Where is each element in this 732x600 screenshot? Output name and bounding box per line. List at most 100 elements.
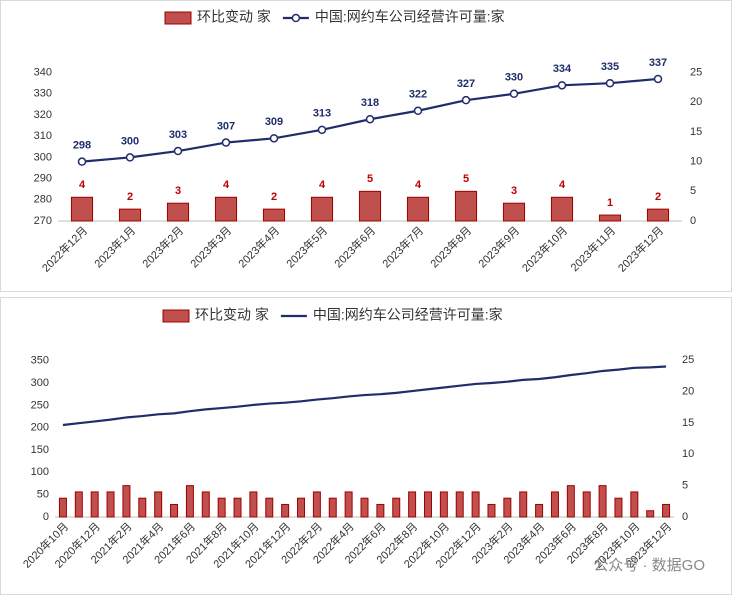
line-marker <box>77 157 87 166</box>
y-tick-label: 250 <box>31 399 49 411</box>
y-tick-label: 270 <box>34 215 52 227</box>
bar <box>344 491 353 518</box>
line-marker <box>365 114 375 124</box>
bar <box>265 497 274 518</box>
bar <box>70 196 94 222</box>
y-tick-label: 280 <box>34 194 52 206</box>
bar <box>519 491 528 518</box>
line-marker <box>317 125 327 135</box>
bar <box>312 491 321 518</box>
watermark: 公众号 · 数据GO <box>593 557 705 574</box>
bar-label: 4 <box>559 179 566 191</box>
legend-label: 中国:网约车公司经营许可量:家 <box>315 9 505 25</box>
line-marker <box>605 78 615 88</box>
bar <box>328 497 337 518</box>
bar <box>662 503 671 518</box>
legend-label: 环比变动 家 <box>197 9 271 25</box>
legend-label: 中国:网约车公司经营许可量:家 <box>313 307 503 323</box>
y2-tick-label: 10 <box>682 448 694 460</box>
y-tick-label: 100 <box>31 466 49 478</box>
line-label: 298 <box>73 140 91 152</box>
panel <box>0 0 732 292</box>
line-label: 303 <box>169 129 187 141</box>
bar <box>455 491 464 518</box>
bar <box>646 208 670 222</box>
bar <box>90 491 99 518</box>
y2-tick-label: 15 <box>690 126 702 138</box>
bar-label: 4 <box>223 179 230 191</box>
line-label: 300 <box>121 135 139 147</box>
line-marker <box>125 153 135 162</box>
y-tick-label: 320 <box>34 109 52 121</box>
bar <box>630 491 639 518</box>
bar <box>487 503 496 518</box>
y2-tick-label: 5 <box>682 480 688 492</box>
bar <box>502 202 526 222</box>
line-marker <box>413 106 423 116</box>
line-marker <box>557 81 567 90</box>
y-tick-label: 310 <box>34 130 52 142</box>
bar <box>550 196 574 222</box>
line-marker <box>269 134 279 143</box>
y2-tick-label: 5 <box>690 185 696 197</box>
y2-tick-label: 15 <box>682 417 694 429</box>
bar <box>201 491 210 518</box>
bar <box>217 497 226 518</box>
y-tick-label: 350 <box>31 355 49 367</box>
bar <box>58 497 67 518</box>
bar <box>646 510 655 518</box>
bar <box>74 491 83 518</box>
bar <box>598 485 607 518</box>
bar <box>550 491 559 518</box>
y-tick-label: 0 <box>43 511 49 523</box>
y-tick-label: 150 <box>31 444 49 456</box>
bar <box>166 202 190 222</box>
bar <box>471 491 480 518</box>
bar <box>214 196 238 222</box>
y-tick-label: 290 <box>34 173 52 185</box>
y-tick-label: 50 <box>37 489 49 501</box>
bar <box>598 214 622 222</box>
bar-label: 2 <box>127 191 133 203</box>
line-label: 337 <box>649 57 667 69</box>
line-marker <box>173 146 183 156</box>
y2-tick-label: 0 <box>690 215 696 227</box>
y-tick-label: 330 <box>34 88 52 100</box>
bar <box>170 503 179 518</box>
bar-label: 1 <box>607 197 613 209</box>
y2-tick-label: 20 <box>690 96 702 108</box>
bar <box>376 503 385 518</box>
line-marker <box>509 89 519 99</box>
line-label: 327 <box>457 78 475 90</box>
bar-label: 2 <box>271 191 277 203</box>
bar <box>566 485 575 518</box>
legend-swatch <box>162 309 190 323</box>
bar <box>262 208 286 222</box>
bar <box>406 196 430 222</box>
bar <box>614 497 623 518</box>
bar <box>281 503 290 518</box>
line-label: 318 <box>361 97 379 109</box>
bar-label: 4 <box>415 179 422 191</box>
legend-swatch <box>164 11 192 25</box>
line-label: 322 <box>409 89 427 101</box>
bar <box>535 503 544 518</box>
bar <box>392 497 401 518</box>
bar <box>582 491 591 518</box>
y2-tick-label: 10 <box>690 156 702 168</box>
bar <box>185 485 194 518</box>
y-tick-label: 200 <box>31 422 49 434</box>
y-tick-label: 300 <box>31 377 49 389</box>
bar <box>249 491 258 518</box>
panel <box>0 297 732 595</box>
line <box>62 365 667 427</box>
bar-label: 4 <box>79 179 86 191</box>
bar-label: 3 <box>175 185 181 197</box>
legend-marker <box>291 13 301 23</box>
legend-label: 环比变动 家 <box>195 307 269 323</box>
bar <box>154 491 163 518</box>
bar <box>297 497 306 518</box>
bar <box>408 491 417 518</box>
bar <box>360 497 369 518</box>
